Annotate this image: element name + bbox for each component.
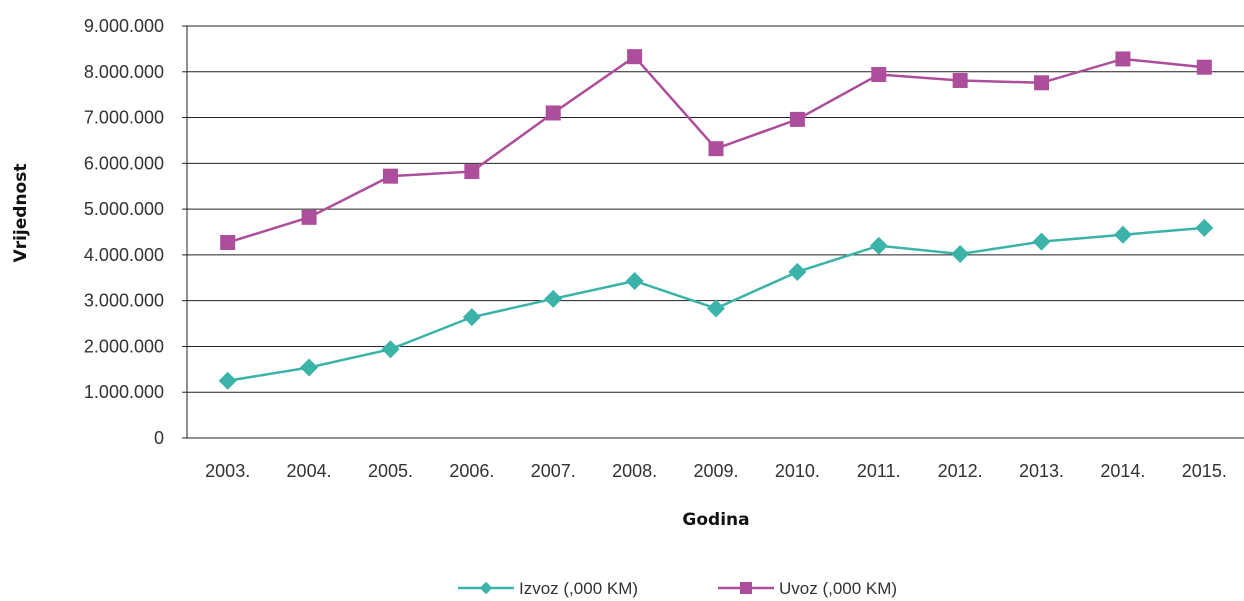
x-tick-label: 2003. bbox=[205, 461, 250, 481]
izvoz-data-point bbox=[1032, 232, 1051, 251]
uvoz-data-point bbox=[789, 111, 805, 127]
gridlines bbox=[187, 25, 1244, 393]
izvoz-data-point bbox=[707, 299, 725, 318]
izvoz-data-point bbox=[1195, 218, 1214, 237]
uvoz-data-point bbox=[871, 67, 887, 83]
y-tick-label: 1.000.000 bbox=[84, 382, 164, 402]
izvoz-data-point bbox=[544, 289, 563, 308]
izvoz-data-point bbox=[1113, 225, 1132, 244]
x-tick-label: 2009. bbox=[693, 461, 738, 481]
legend: Izvoz (,000 KM) Uvoz (,000 KM) bbox=[458, 579, 897, 598]
izvoz-data-point bbox=[625, 271, 644, 290]
uvoz-data-point bbox=[1034, 75, 1050, 91]
x-tick-label: 2004. bbox=[287, 461, 332, 481]
axes bbox=[182, 25, 1244, 439]
y-axis-title: Vrijednost bbox=[11, 164, 31, 263]
y-tick-label: 5.000.000 bbox=[84, 199, 164, 219]
legend-square-icon bbox=[740, 582, 752, 594]
uvoz-data-point bbox=[1196, 59, 1212, 75]
legend-item-izvoz: Izvoz (,000 KM) bbox=[458, 579, 638, 598]
y-tick-label: 8.000.000 bbox=[84, 62, 164, 82]
uvoz-data-point bbox=[545, 105, 561, 121]
izvoz-data-point bbox=[462, 308, 481, 327]
x-tick-label: 2011. bbox=[857, 461, 901, 481]
x-tick-label: 2014. bbox=[1100, 461, 1145, 481]
izvoz-data-point bbox=[381, 340, 400, 359]
uvoz-data-point bbox=[708, 141, 724, 157]
uvoz-data-point bbox=[952, 72, 968, 88]
series-lines bbox=[227, 55, 1205, 383]
uvoz-data-point bbox=[301, 209, 317, 225]
legend-label: Uvoz (,000 KM) bbox=[779, 579, 897, 598]
legend-diamond-icon bbox=[479, 581, 493, 595]
y-tick-label: 0 bbox=[154, 428, 164, 448]
x-axis-title: Godina bbox=[682, 510, 749, 530]
x-tick-label: 2008. bbox=[612, 461, 657, 481]
x-tick-label: 2005. bbox=[368, 461, 413, 481]
y-tick-label: 2.000.000 bbox=[84, 336, 164, 356]
x-tick-label: 2012. bbox=[938, 461, 983, 481]
izvoz-data-point bbox=[869, 236, 888, 255]
series-markers bbox=[218, 49, 1214, 390]
y-tick-label: 9.000.000 bbox=[84, 16, 164, 36]
izvoz-data-point bbox=[218, 371, 237, 390]
x-tick-label: 2013. bbox=[1019, 461, 1064, 481]
izvoz-data-point bbox=[951, 244, 970, 263]
uvoz-data-point bbox=[464, 164, 480, 180]
uvoz-data-point bbox=[1115, 51, 1131, 67]
tick-labels: 0 1.000.000 2.000.000 3.000.000 4.000.000 5.0… bbox=[84, 16, 1227, 481]
legend-item-uvoz: Uvoz (,000 KM) bbox=[718, 579, 897, 598]
x-tick-label: 2006. bbox=[449, 461, 494, 481]
legend-label: Izvoz (,000 KM) bbox=[519, 579, 638, 598]
izvoz-data-point bbox=[300, 358, 319, 377]
izvoz-data-point bbox=[788, 262, 807, 281]
y-tick-label: 6.000.000 bbox=[84, 153, 164, 173]
x-tick-label: 2015. bbox=[1182, 461, 1227, 481]
uvoz-data-point bbox=[220, 235, 236, 251]
x-tick-label: 2007. bbox=[531, 461, 576, 481]
uvoz-data-point bbox=[627, 49, 643, 65]
y-tick-label: 7.000.000 bbox=[84, 108, 164, 128]
y-tick-label: 3.000.000 bbox=[84, 291, 164, 311]
x-tick-label: 2010. bbox=[775, 461, 820, 481]
y-tick-label: 4.000.000 bbox=[84, 245, 164, 265]
uvoz-data-point bbox=[382, 168, 398, 184]
